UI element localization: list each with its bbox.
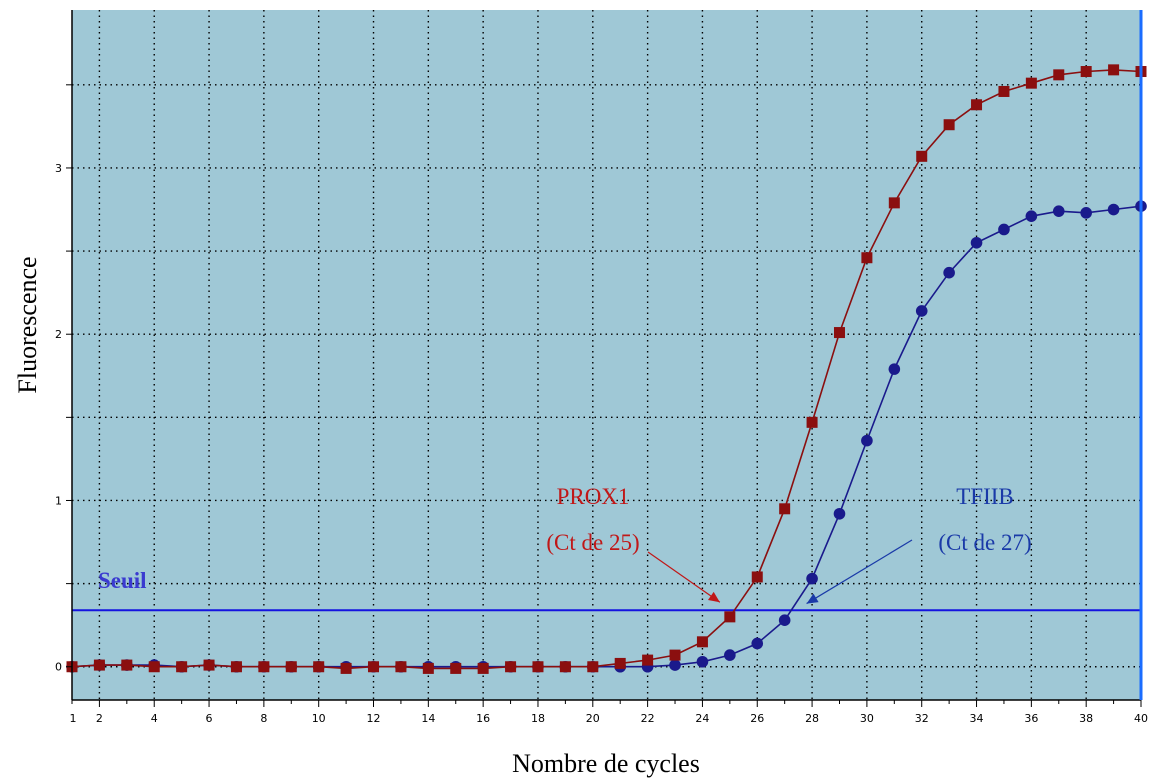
x-tick-label: 34 [970, 712, 984, 725]
data-point-prox1 [998, 85, 1010, 97]
series-layer [66, 64, 1147, 674]
data-point-prox1 [450, 662, 462, 674]
data-point-prox1 [121, 659, 133, 671]
x-tick-label: 22 [641, 712, 655, 725]
x-tick-label: 1 [70, 712, 77, 725]
x-tick-label: 26 [750, 712, 764, 725]
data-point-prox1 [943, 119, 955, 131]
data-point-tfiib [806, 572, 818, 585]
data-point-prox1 [751, 571, 763, 583]
y-tick-label: 3 [55, 162, 62, 175]
data-point-tfiib [861, 434, 873, 447]
plot-background [72, 10, 1141, 700]
data-point-tfiib [998, 223, 1010, 236]
data-point-prox1 [285, 661, 297, 673]
y-tick-label: 1 [55, 494, 62, 507]
x-tick-label: 30 [860, 712, 874, 725]
data-point-prox1 [176, 661, 188, 673]
x-tick-label: 36 [1024, 712, 1038, 725]
data-point-prox1 [395, 661, 407, 673]
x-tick-label: 2 [96, 712, 103, 725]
data-point-prox1 [477, 662, 489, 674]
data-point-tfiib [724, 649, 736, 661]
annotation-prox1-arrow [647, 551, 721, 603]
x-tick-label: 38 [1079, 712, 1093, 725]
data-point-prox1 [1080, 66, 1092, 78]
data-point-tfiib [1080, 207, 1092, 219]
data-point-prox1 [532, 661, 544, 673]
data-point-tfiib [915, 305, 928, 317]
annotations: PROX1 (Ct de 25) TFIIB (Ct de 27) [546, 484, 1032, 605]
x-tick-label: 4 [151, 712, 158, 725]
data-point-prox1 [614, 657, 626, 669]
data-point-tfiib [669, 659, 681, 671]
data-point-tfiib [943, 266, 955, 279]
x-tick-label: 14 [421, 712, 435, 725]
data-point-tfiib [833, 507, 846, 520]
data-point-prox1 [340, 662, 352, 674]
annotation-tfiib-arrow [806, 539, 913, 605]
data-point-prox1 [806, 416, 818, 428]
series-line-prox1 [71, 69, 1142, 670]
data-point-prox1 [642, 654, 654, 666]
data-point-prox1 [916, 150, 928, 162]
data-point-prox1 [1053, 69, 1065, 81]
y-tick-label: 2 [55, 328, 62, 341]
data-point-prox1 [587, 661, 599, 673]
annotation-prox1-title: PROX1 [557, 484, 630, 509]
data-point-prox1 [779, 503, 791, 515]
annotation-tfiib-arrowhead [806, 593, 819, 604]
data-point-prox1 [696, 636, 708, 648]
data-point-prox1 [258, 661, 270, 673]
annotation-tfiib-ct: (Ct de 27) [938, 530, 1031, 555]
data-point-tfiib [751, 637, 764, 650]
data-point-tfiib [888, 363, 901, 375]
annotation-prox1-ct: (Ct de 25) [546, 530, 639, 555]
threshold-label: Seuil [98, 568, 147, 593]
data-point-prox1 [861, 252, 873, 264]
data-point-prox1 [148, 661, 160, 673]
data-point-prox1 [1108, 64, 1120, 76]
x-tick-label: 32 [915, 712, 929, 725]
data-point-tfiib [778, 614, 791, 626]
data-point-tfiib [696, 655, 709, 668]
annotation-prox1-arrowhead [707, 591, 720, 603]
annotation-tfiib-title: TFIIB [956, 484, 1014, 509]
x-tick-label: 40 [1134, 712, 1148, 725]
data-point-prox1 [724, 611, 736, 623]
x-tick-label: 24 [695, 712, 709, 725]
x-tick-label: 20 [586, 712, 600, 725]
data-point-prox1 [833, 327, 845, 339]
threshold-layer: Seuil [72, 568, 1141, 612]
data-point-prox1 [971, 99, 983, 111]
data-point-tfiib [970, 236, 983, 249]
x-tick-label: 28 [805, 712, 819, 725]
data-point-prox1 [888, 197, 900, 209]
data-point-tfiib [1052, 205, 1065, 217]
x-axis-title: Nombre de cycles [512, 749, 700, 778]
data-point-prox1 [559, 661, 571, 673]
x-tick-label: 10 [312, 712, 326, 725]
x-tick-label: 8 [260, 712, 267, 725]
data-point-prox1 [203, 659, 215, 671]
axes: 2 4 6 8 10 12 14 16 18 20 22 24 26 28 30 32 34 36 38 401012… [55, 10, 1148, 725]
data-point-tfiib [1025, 210, 1038, 222]
data-point-prox1 [505, 661, 517, 673]
x-tick-label: 16 [476, 712, 490, 725]
data-point-prox1 [93, 659, 105, 671]
y-tick-label: 0 [55, 661, 62, 674]
data-point-prox1 [669, 649, 681, 661]
data-point-prox1 [368, 661, 380, 673]
data-point-prox1 [313, 661, 325, 673]
data-point-prox1 [230, 661, 242, 673]
data-point-tfiib [1107, 203, 1120, 216]
data-point-prox1 [1025, 77, 1037, 89]
x-tick-label: 18 [531, 712, 545, 725]
x-tick-label: 6 [206, 712, 213, 725]
y-axis-title: Fluorescence [13, 256, 42, 393]
data-point-prox1 [422, 662, 434, 674]
x-tick-label: 12 [367, 712, 381, 725]
